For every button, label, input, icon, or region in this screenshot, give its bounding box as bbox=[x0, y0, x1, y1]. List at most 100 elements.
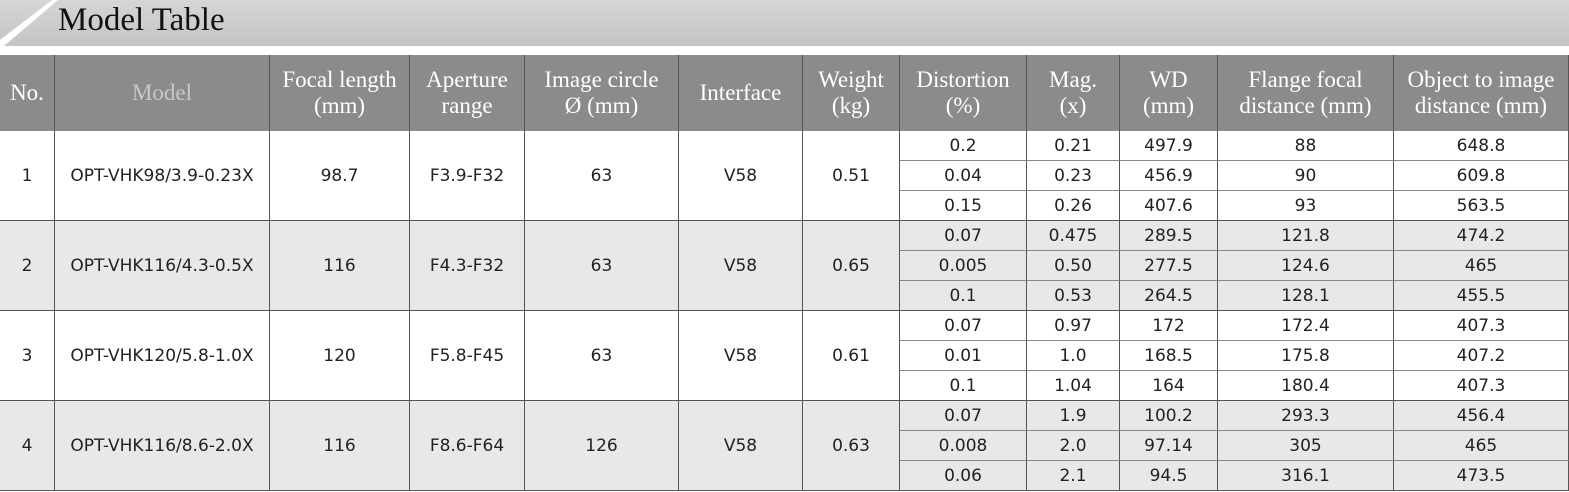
cell: 97.14 bbox=[1120, 431, 1218, 461]
cell: 126 bbox=[525, 401, 679, 491]
cell: 172 bbox=[1120, 311, 1218, 341]
cell: 0.1 bbox=[900, 371, 1027, 401]
cell: 0.04 bbox=[900, 161, 1027, 191]
cell: 0.01 bbox=[900, 341, 1027, 371]
cell-text: 0.07 bbox=[944, 225, 982, 246]
corner-decor bbox=[0, 0, 58, 46]
cell: 0.61 bbox=[803, 311, 900, 401]
cell-text: 0.07 bbox=[944, 405, 982, 426]
cell: 0.008 bbox=[900, 431, 1027, 461]
cell-text: 0.51 bbox=[832, 165, 870, 186]
cell-text: 97.14 bbox=[1144, 435, 1193, 456]
cell-text: 0.2 bbox=[949, 135, 977, 156]
cell: 128.1 bbox=[1218, 281, 1394, 311]
cell: 172.4 bbox=[1218, 311, 1394, 341]
header-text: range bbox=[441, 93, 493, 118]
cell-text: 120 bbox=[323, 345, 356, 366]
header-text: Object to image bbox=[1407, 67, 1555, 92]
column-header: WD (mm) bbox=[1120, 55, 1218, 131]
cell: 407.3 bbox=[1394, 311, 1569, 341]
cell: 455.5 bbox=[1394, 281, 1569, 311]
column-header: Interface bbox=[679, 55, 803, 131]
cell: 0.06 bbox=[900, 461, 1027, 491]
cell-text: 264.5 bbox=[1144, 285, 1193, 306]
cell-text: F3.9-F32 bbox=[429, 165, 505, 186]
cell: 0.475 bbox=[1027, 221, 1120, 251]
column-header: Model bbox=[55, 55, 270, 131]
cell: 473.5 bbox=[1394, 461, 1569, 491]
cell-text: 0.06 bbox=[944, 465, 982, 486]
cell: 609.8 bbox=[1394, 161, 1569, 191]
cell-text: 0.15 bbox=[944, 195, 982, 216]
header-text: Aperture bbox=[426, 67, 508, 92]
cell-text: 305 bbox=[1289, 435, 1322, 456]
cell-text: F8.6-F64 bbox=[429, 435, 505, 456]
cell-text: 465 bbox=[1464, 255, 1498, 276]
cell: 63 bbox=[525, 221, 679, 311]
cell-text: 0.1 bbox=[949, 285, 977, 306]
cell: V58 bbox=[679, 401, 803, 491]
cell-text: 407.2 bbox=[1456, 345, 1506, 366]
cell: V58 bbox=[679, 131, 803, 221]
cell-text: 2.0 bbox=[1059, 435, 1087, 456]
cell: 2 bbox=[0, 221, 55, 311]
cell-text: 563.5 bbox=[1456, 195, 1506, 216]
header-text: Mag. bbox=[1049, 67, 1097, 92]
cell: 1 bbox=[0, 131, 55, 221]
cell: 4 bbox=[0, 401, 55, 491]
cell: 0.65 bbox=[803, 221, 900, 311]
cell-text: 407.6 bbox=[1144, 195, 1193, 216]
cell-text: V58 bbox=[723, 435, 758, 456]
cell: 1.0 bbox=[1027, 341, 1120, 371]
column-header: Distortion (%) bbox=[900, 55, 1027, 131]
header-text: Focal length bbox=[282, 67, 397, 92]
cell-text: 407.3 bbox=[1456, 375, 1506, 396]
cell-text: 0.97 bbox=[1054, 315, 1092, 336]
cell: 474.2 bbox=[1394, 221, 1569, 251]
cell-text: 168.5 bbox=[1144, 345, 1193, 366]
cell: 497.9 bbox=[1120, 131, 1218, 161]
cell-text: 63 bbox=[590, 165, 613, 186]
cell: 3 bbox=[0, 311, 55, 401]
cell-text: 128.1 bbox=[1281, 285, 1330, 306]
cell: 305 bbox=[1218, 431, 1394, 461]
cell-text: 648.8 bbox=[1456, 135, 1506, 156]
cell-text: 93 bbox=[1294, 195, 1317, 216]
cell: 0.005 bbox=[900, 251, 1027, 281]
cell: 293.3 bbox=[1218, 401, 1394, 431]
cell: 456.4 bbox=[1394, 401, 1569, 431]
cell-text: 90 bbox=[1294, 165, 1317, 186]
cell-text: 98.7 bbox=[320, 165, 359, 186]
cell: 0.07 bbox=[900, 401, 1027, 431]
cell-text: V58 bbox=[723, 345, 758, 366]
cell-text: 455.5 bbox=[1456, 285, 1506, 306]
cell-text: 164 bbox=[1152, 375, 1185, 396]
cell: OPT-VHK116/4.3-0.5X bbox=[55, 221, 270, 311]
cell-text: 0.01 bbox=[944, 345, 982, 366]
cell-text: 172.4 bbox=[1281, 315, 1330, 336]
cell: OPT-VHK120/5.8-1.0X bbox=[55, 311, 270, 401]
cell-text: 100.2 bbox=[1144, 405, 1193, 426]
header-text: Ø (mm) bbox=[564, 93, 639, 118]
header-text: Image circle bbox=[544, 67, 659, 92]
cell: OPT-VHK98/3.9-0.23X bbox=[55, 131, 270, 221]
cell-text: V58 bbox=[723, 165, 758, 186]
cell-text: 0.65 bbox=[832, 255, 870, 276]
column-header: Focal length (mm) bbox=[270, 55, 410, 131]
cell: 168.5 bbox=[1120, 341, 1218, 371]
cell-text: 465 bbox=[1464, 435, 1498, 456]
cell: F4.3-F32 bbox=[410, 221, 525, 311]
cell-text: 88 bbox=[1294, 135, 1317, 156]
cell-text: 0.23 bbox=[1054, 165, 1092, 186]
cell: 94.5 bbox=[1120, 461, 1218, 491]
cell: 0.07 bbox=[900, 311, 1027, 341]
cell: 407.2 bbox=[1394, 341, 1569, 371]
cell: 0.26 bbox=[1027, 191, 1120, 221]
title-bar: Model Table bbox=[0, 0, 1569, 46]
cell: 175.8 bbox=[1218, 341, 1394, 371]
cell: 120 bbox=[270, 311, 410, 401]
cell: F8.6-F64 bbox=[410, 401, 525, 491]
cell-text: V58 bbox=[723, 255, 758, 276]
header-text: (mm) bbox=[1142, 93, 1195, 118]
